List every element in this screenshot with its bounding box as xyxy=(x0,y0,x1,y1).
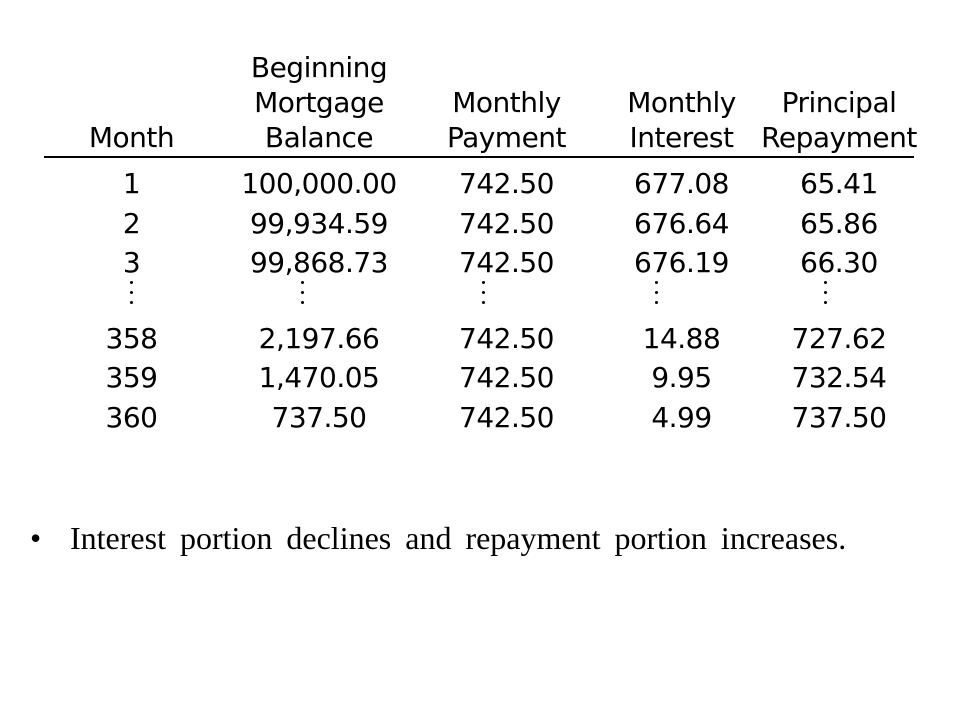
cell-interest: 676.64 xyxy=(634,206,729,240)
cell-month: 1 xyxy=(122,167,141,200)
cell-repayment: 65.41 xyxy=(800,167,878,200)
cell-payment: 742.50 xyxy=(459,246,554,279)
vertical-ellipsis-icon xyxy=(655,280,659,311)
header-line: Monthly xyxy=(627,86,736,119)
header-monthly-payment: Monthly Payment xyxy=(419,85,594,155)
header-divider xyxy=(44,156,914,158)
table-row: 358 2,197.66 742.50 14.88 727.62 xyxy=(44,319,914,359)
cell-interest: 677.08 xyxy=(634,167,729,200)
cell-interest: 4.99 xyxy=(651,400,712,434)
cell-payment: 742.50 xyxy=(459,361,554,394)
header-line: Beginning xyxy=(250,51,388,84)
cell-interest: 14.88 xyxy=(642,321,721,355)
cell-repayment: 66.30 xyxy=(800,246,878,279)
header-line: Repayment xyxy=(761,121,917,154)
vertical-ellipsis-icon xyxy=(824,280,828,311)
cell-balance: 100,000.00 xyxy=(241,167,397,200)
cell-balance: 1,470.05 xyxy=(258,361,380,394)
cell-balance: 737.50 xyxy=(271,400,367,434)
amortization-table: Month Beginning Mortgage Balance Monthly… xyxy=(44,40,917,434)
header-line: Mortgage xyxy=(254,86,384,119)
table-body: 1 100,000.00 742.50 677.08 65.41 2 99,93… xyxy=(44,164,914,437)
header-monthly-interest: Monthly Interest xyxy=(594,85,769,155)
bullet-text: Interest portion declines and repayment … xyxy=(70,520,847,556)
table-row: 360 737.50 742.50 4.99 737.50 xyxy=(44,398,914,438)
header-line: Payment xyxy=(446,121,567,154)
table-row: 3 99,868.73 742.50 676.19 66.30 xyxy=(44,243,914,283)
header-beginning-balance: Beginning Mortgage Balance xyxy=(219,50,419,155)
cell-month: 358 xyxy=(105,321,158,355)
cell-balance: 2,197.66 xyxy=(258,321,380,355)
table-header: Month Beginning Mortgage Balance Monthly… xyxy=(44,40,917,155)
cell-payment: 742.50 xyxy=(459,321,554,355)
cell-payment: 742.50 xyxy=(459,400,554,434)
vertical-ellipsis-icon xyxy=(482,280,486,311)
vertical-ellipsis-icon xyxy=(301,280,305,311)
cell-month: 2 xyxy=(122,206,141,240)
header-line: Month xyxy=(88,121,175,154)
header-month: Month xyxy=(44,120,219,155)
table-row: 1 100,000.00 742.50 677.08 65.41 xyxy=(44,164,914,204)
cell-interest: 676.19 xyxy=(634,246,729,279)
bullet-icon: • xyxy=(30,520,42,556)
header-line: Balance xyxy=(264,121,374,154)
cell-interest: 9.95 xyxy=(651,361,712,394)
ellipsis-row xyxy=(44,280,914,319)
cell-month: 3 xyxy=(122,246,141,279)
vertical-ellipsis-icon xyxy=(130,280,134,311)
cell-repayment: 732.54 xyxy=(791,361,887,394)
cell-payment: 742.50 xyxy=(459,167,554,200)
header-principal-repayment: Principal Repayment xyxy=(759,85,919,155)
bullet-point: • Interest portion declines and repayment… xyxy=(30,518,846,558)
cell-payment: 742.50 xyxy=(459,206,554,240)
header-line: Monthly xyxy=(452,86,561,119)
cell-balance: 99,868.73 xyxy=(249,246,389,279)
table-row: 2 99,934.59 742.50 676.64 65.86 xyxy=(44,204,914,244)
cell-month: 359 xyxy=(105,361,158,394)
cell-repayment: 737.50 xyxy=(791,400,887,434)
cell-month: 360 xyxy=(105,400,158,434)
header-line: Interest xyxy=(629,121,734,154)
table-row: 359 1,470.05 742.50 9.95 732.54 xyxy=(44,358,914,398)
cell-repayment: 727.62 xyxy=(791,321,887,355)
cell-balance: 99,934.59 xyxy=(249,206,389,240)
header-line: Principal xyxy=(781,86,897,119)
cell-repayment: 65.86 xyxy=(800,206,878,240)
